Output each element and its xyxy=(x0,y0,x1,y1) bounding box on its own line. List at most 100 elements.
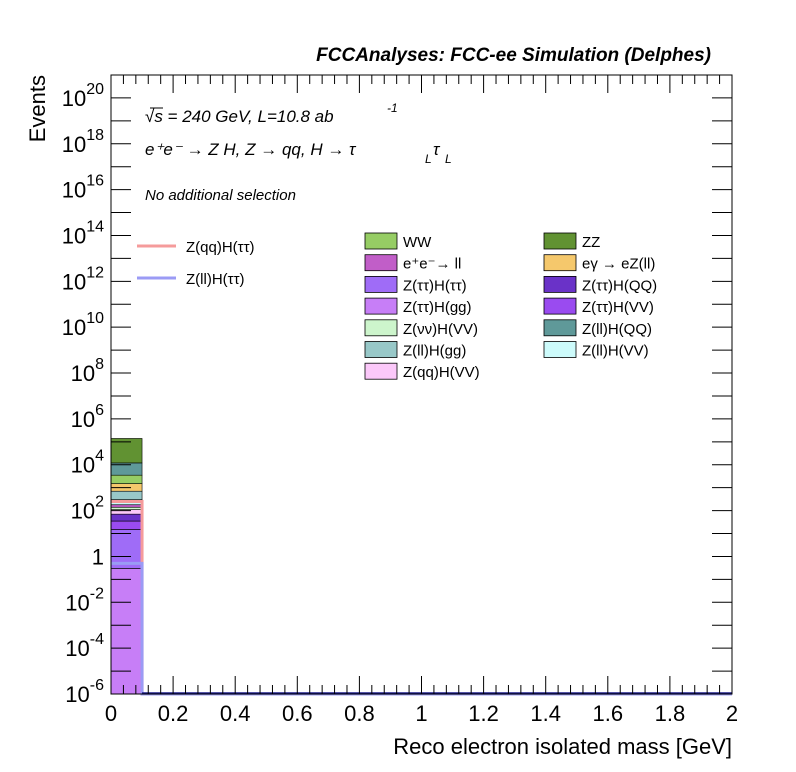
lumi-exponent: -1 xyxy=(387,101,398,115)
x-tick-label: 0.2 xyxy=(158,701,189,726)
y-tick-exp: -2 xyxy=(90,585,104,602)
y-tick-exp: 10 xyxy=(86,310,104,327)
legend-label-e-ez-ll: eγ → eZ(ll) xyxy=(582,256,655,273)
annotation-process: e⁺e⁻ → Z H, Z → qq, H → τ L τ L xyxy=(145,140,452,166)
y-tick-exp: 6 xyxy=(95,402,104,419)
legend-label-z-qq-h-vv: Z(qq)H(VV) xyxy=(403,364,480,381)
y-tick-label: 1020 xyxy=(62,81,104,111)
legend-swatch-z-h-gg xyxy=(364,297,398,315)
y-tick-base: 10 xyxy=(62,315,86,340)
y-tick-label: 10-4 xyxy=(65,631,104,661)
y-tick-exp: -4 xyxy=(90,631,104,648)
y-tick-label: 108 xyxy=(71,356,104,386)
y-tick-base: 10 xyxy=(62,269,86,294)
y-tick-label: 1014 xyxy=(62,218,104,248)
bar-zz-12 xyxy=(110,438,143,464)
y-tick-base: 10 xyxy=(65,590,89,615)
legend-backgrounds: WW ZZ e⁺e⁻→ ll eγ → eZ(ll) Z(ττ)H(ττ) Z(ττ)H(… xyxy=(364,232,657,381)
y-tick-base: 10 xyxy=(62,132,86,157)
energy-lumi-text: √s = 240 GeV, L=10.8 ab xyxy=(145,107,334,126)
y-tick-label: 1018 xyxy=(62,127,104,157)
y-axis-title: Events xyxy=(25,75,50,142)
legend-swatch-z-ll-h-vv xyxy=(543,341,577,358)
y-tick-base: 10 xyxy=(71,361,95,386)
legend-label-z-h: Z(ττ)H(ττ) xyxy=(403,277,467,294)
y-tick-base: 10 xyxy=(71,499,95,524)
legend-signals: Z(qq)H(ττ) Z(ll)H(ττ) xyxy=(137,239,255,288)
y-tick-exp: 14 xyxy=(86,218,104,235)
process-text: e⁺e⁻ → Z H, Z → qq, H → τ xyxy=(145,140,357,159)
y-tick-label: 1016 xyxy=(62,173,104,203)
y-tick-exp: 12 xyxy=(86,264,104,281)
y-tick-label: 102 xyxy=(71,494,104,524)
legend-label-z-ll-h-vv: Z(ll)H(VV) xyxy=(582,343,649,360)
y-tick-label: 1010 xyxy=(62,310,104,340)
x-tick-label: 2 xyxy=(726,701,738,726)
process-sub-1: L xyxy=(425,152,432,166)
x-tick-label: 1.6 xyxy=(593,701,624,726)
legend-label-z-h-vv: Z(νν)H(VV) xyxy=(403,321,478,338)
legend-label-z-qq-h: Z(qq)H(ττ) xyxy=(186,239,255,256)
x-tick-label: 0.8 xyxy=(344,701,375,726)
annotation-energy: √s = 240 GeV, L=10.8 ab -1 xyxy=(145,101,398,126)
x-axis: 0 0.2 0.4 0.6 0.8 1 1.2 1.4 1.6 1.8 2 xyxy=(105,75,738,726)
legend-swatch-z-h-qq xyxy=(543,275,577,293)
y-tick-exp: 16 xyxy=(86,173,104,190)
y-tick-label: 106 xyxy=(71,402,104,432)
bar-z-ll-h-gg-8 xyxy=(110,490,143,500)
y-tick-base: 10 xyxy=(62,86,86,111)
y-tick-base: 10 xyxy=(71,407,95,432)
legend-label-z-h-gg: Z(ττ)H(gg) xyxy=(403,299,472,316)
legend-label-z-ll-h: Z(ll)H(ττ) xyxy=(186,271,245,288)
y-tick-exp: -6 xyxy=(90,677,104,694)
svg-text:√s = 240 GeV, L=10.8 ab: √s = 240 GeV, L=10.8 ab xyxy=(145,107,334,126)
y-tick-base: 10 xyxy=(65,636,89,661)
legend-swatch-ww xyxy=(364,232,398,250)
y-tick-label: 10-6 xyxy=(65,677,104,707)
process-tau-2: τ xyxy=(433,140,441,159)
process-sub-2: L xyxy=(445,152,452,166)
bar-z-h-vv-2 xyxy=(110,520,143,530)
x-tick-label: 1.4 xyxy=(530,701,561,726)
y-tick-exp: 8 xyxy=(95,356,104,373)
x-tick-label: 1.8 xyxy=(655,701,686,726)
bar-z-h-vv-5 xyxy=(110,506,143,510)
x-tick-label: 1 xyxy=(415,701,427,726)
y-tick-base: 10 xyxy=(65,682,89,707)
x-tick-label: 0.4 xyxy=(220,701,251,726)
y-tick-base: 10 xyxy=(62,223,86,248)
y-tick-label: 10-2 xyxy=(65,585,104,615)
chart-title: FCCAnalyses: FCC-ee Simulation (Delphes) xyxy=(316,45,711,66)
histogram-stack xyxy=(110,438,143,695)
legend-swatch-z-h-vv xyxy=(364,319,398,337)
x-tick-label: 0.6 xyxy=(282,701,313,726)
y-axis: 102010181016101410121010108106104102110-… xyxy=(62,81,732,707)
y-tick-base: 1 xyxy=(92,544,104,569)
legend-label-e-e-ll: e⁺e⁻→ ll xyxy=(403,256,461,273)
x-axis-title: Reco electron isolated mass [GeV] xyxy=(393,734,732,759)
y-tick-label: 1 xyxy=(92,544,104,569)
x-tick-label: 1.2 xyxy=(468,701,499,726)
legend-swatch-z-h xyxy=(364,275,398,293)
y-tick-base: 10 xyxy=(71,453,95,478)
bar-z-h-qq-3 xyxy=(110,513,143,522)
legend-label-z-ll-h-gg: Z(ll)H(gg) xyxy=(403,343,466,360)
x-tick-label: 0 xyxy=(105,701,117,726)
legend-label-z-h-qq: Z(ττ)H(QQ) xyxy=(582,277,657,294)
legend-label-zz: ZZ xyxy=(582,234,600,251)
selection-text: No additional selection xyxy=(145,187,296,204)
legend-swatch-e-ez-ll xyxy=(543,254,577,272)
legend-swatch-zz xyxy=(543,232,577,250)
legend-label-z-h-vv: Z(ττ)H(VV) xyxy=(582,299,654,316)
bar-e-e-ll-6 xyxy=(110,504,143,508)
bar-ww-10 xyxy=(110,474,143,484)
y-tick-label: 1012 xyxy=(62,264,104,294)
legend-swatch-z-ll-h-qq xyxy=(543,319,577,337)
legend-swatch-z-h-vv xyxy=(543,297,577,315)
legend-swatch-z-qq-h-vv xyxy=(364,362,398,380)
bar-z-h-gg-0 xyxy=(110,568,143,695)
legend-label-z-ll-h-qq: Z(ll)H(QQ) xyxy=(582,321,652,338)
y-tick-exp: 2 xyxy=(95,494,104,511)
